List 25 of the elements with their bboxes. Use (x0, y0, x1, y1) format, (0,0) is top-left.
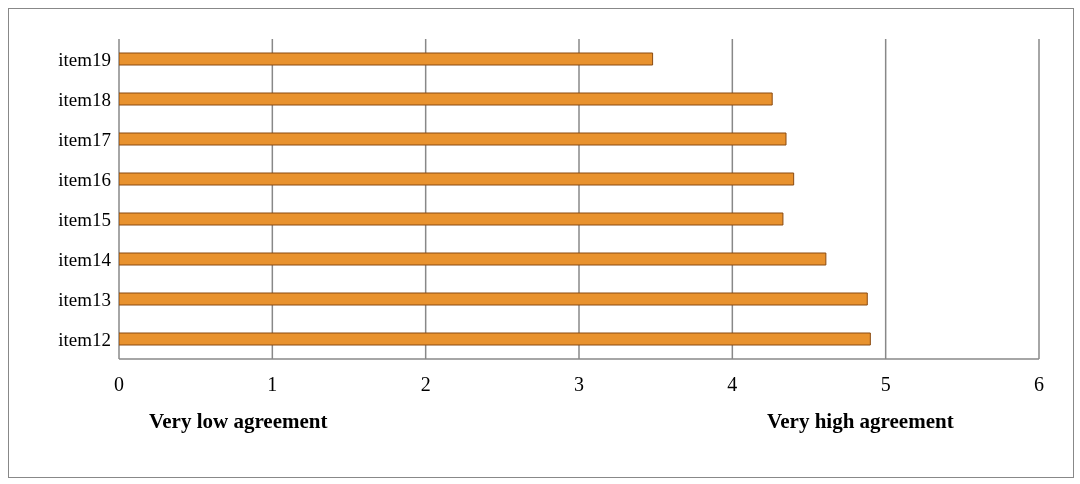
x-tick-label: 3 (574, 373, 584, 396)
bar (119, 212, 784, 226)
bar (119, 132, 787, 146)
y-tick-label: item17 (58, 128, 111, 150)
y-tick-label: item16 (58, 168, 111, 190)
bar (119, 92, 773, 106)
bar (119, 252, 827, 266)
y-tick-label: item15 (58, 208, 111, 230)
x-tick-label: 0 (114, 373, 124, 396)
y-tick-label: item18 (58, 88, 111, 110)
y-tick-label: item19 (58, 48, 111, 70)
y-tick-label: item13 (58, 288, 111, 310)
x-tick-label: 4 (727, 373, 738, 396)
bar (119, 332, 871, 346)
x-tick-label: 2 (420, 373, 431, 396)
text: Very low agreement (149, 409, 328, 434)
bar (119, 292, 868, 306)
x-tick-label: 5 (880, 373, 891, 396)
y-tick-label: item12 (58, 328, 111, 350)
x-tick-label: 6 (1034, 373, 1044, 396)
bar (119, 52, 654, 66)
x-tick-label: 1 (267, 373, 278, 396)
text: Very high agreement (767, 409, 954, 434)
y-tick-label: item14 (58, 248, 112, 270)
bar (119, 172, 795, 186)
